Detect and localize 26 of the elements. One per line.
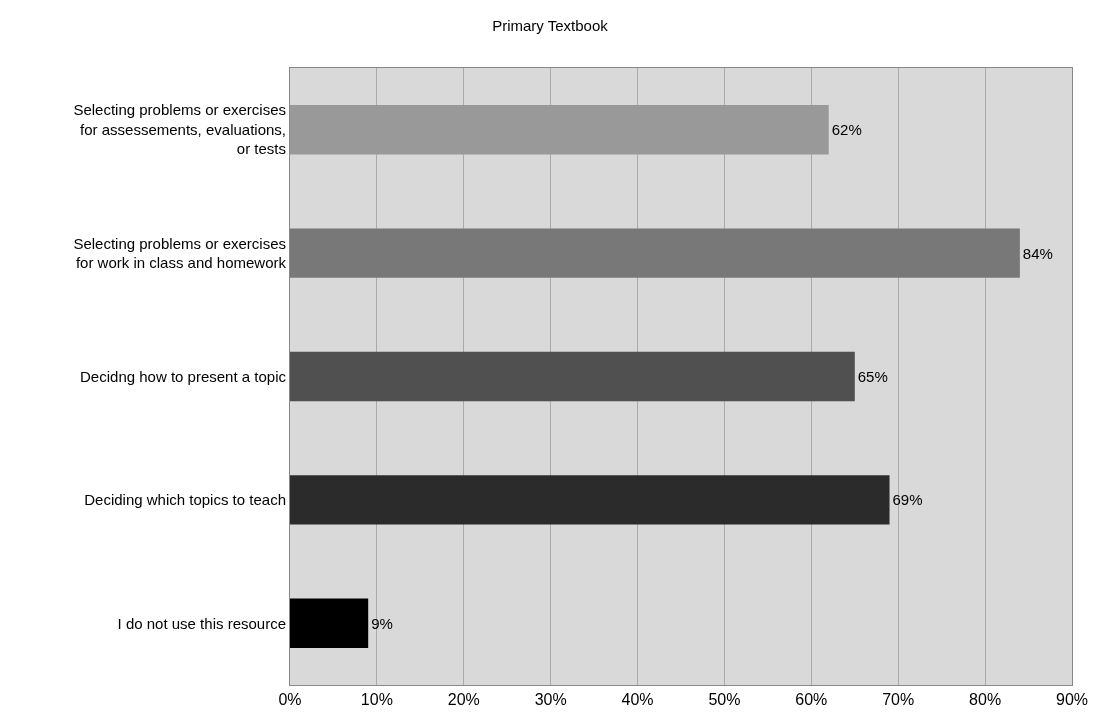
y-tick-label: I do not use this resource [117, 614, 286, 632]
bar [290, 475, 890, 525]
y-tick-label: Decidng how to present a topic [80, 367, 287, 385]
y-tick-label: Selecting problems or exercises for assessements, evaluations, or tests [73, 101, 286, 158]
y-tick-label: Selecting problems or exercises for work in class and homework [73, 234, 287, 272]
x-tick-label: 40% [621, 691, 654, 709]
x-tick-label: 80% [969, 691, 1002, 709]
data-label: 62% [831, 121, 862, 139]
x-tick-label: 0% [278, 691, 302, 709]
x-tick-label: 10% [360, 691, 393, 709]
x-tick-label: 90% [1055, 691, 1089, 709]
bar [290, 351, 855, 402]
data-label: 9% [371, 614, 393, 632]
bar [290, 105, 829, 155]
x-tick-label: 50% [708, 691, 741, 709]
y-tick-label: Deciding which topics to teach [84, 491, 286, 509]
x-tick-label: 70% [882, 691, 915, 709]
x-tick-label: 60% [795, 691, 828, 709]
bar [290, 598, 369, 648]
data-label: 65% [857, 368, 888, 385]
data-label: 84% [1022, 244, 1053, 262]
chart-title: Primary Textbook [492, 16, 609, 34]
x-tick-label: 30% [534, 691, 567, 709]
x-tick-label: 20% [447, 691, 480, 709]
bar [290, 228, 1020, 278]
data-label: 69% [892, 491, 923, 509]
